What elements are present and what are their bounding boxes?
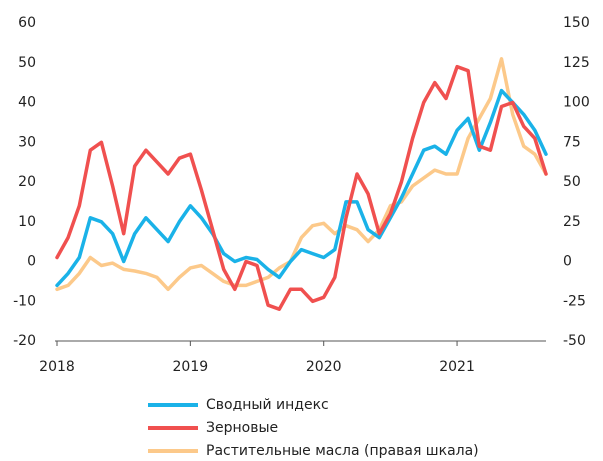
series-line (55, 64, 548, 311)
y2-tick-label: 100 (563, 95, 590, 111)
y-tick-label: -10 (13, 293, 36, 309)
y-tick-label: 50 (18, 55, 36, 71)
y2-tick-label: 0 (563, 254, 572, 270)
legend-label: Сводный индекс (206, 397, 329, 413)
x-tick-label: 2018 (39, 359, 75, 375)
y-tick-label: -20 (13, 333, 36, 349)
x-tick-label: 2020 (306, 359, 342, 375)
y-tick-label: 60 (18, 15, 36, 31)
y-tick-label: 40 (18, 95, 36, 111)
y2-tick-label: 25 (563, 214, 581, 230)
y2-tick-label: 50 (563, 174, 581, 190)
series-line (55, 88, 548, 288)
y2-tick-label: 75 (563, 134, 581, 150)
y2-tick-label: -25 (563, 293, 586, 309)
x-tick-label: 2021 (439, 359, 475, 375)
y2-tick-label: -50 (563, 333, 586, 349)
y-tick-label: 20 (18, 174, 36, 190)
x-tick-label: 2019 (173, 359, 209, 375)
y-tick-label: 0 (27, 254, 36, 270)
y-tick-label: 30 (18, 134, 36, 150)
series-line (55, 57, 548, 292)
y-tick-label: 10 (18, 214, 36, 230)
y2-tick-label: 150 (563, 15, 590, 31)
y2-tick-label: 125 (563, 55, 590, 71)
legend-label: Растительные масла (правая шкала) (206, 443, 479, 459)
legend-label: Зерновые (206, 420, 278, 436)
